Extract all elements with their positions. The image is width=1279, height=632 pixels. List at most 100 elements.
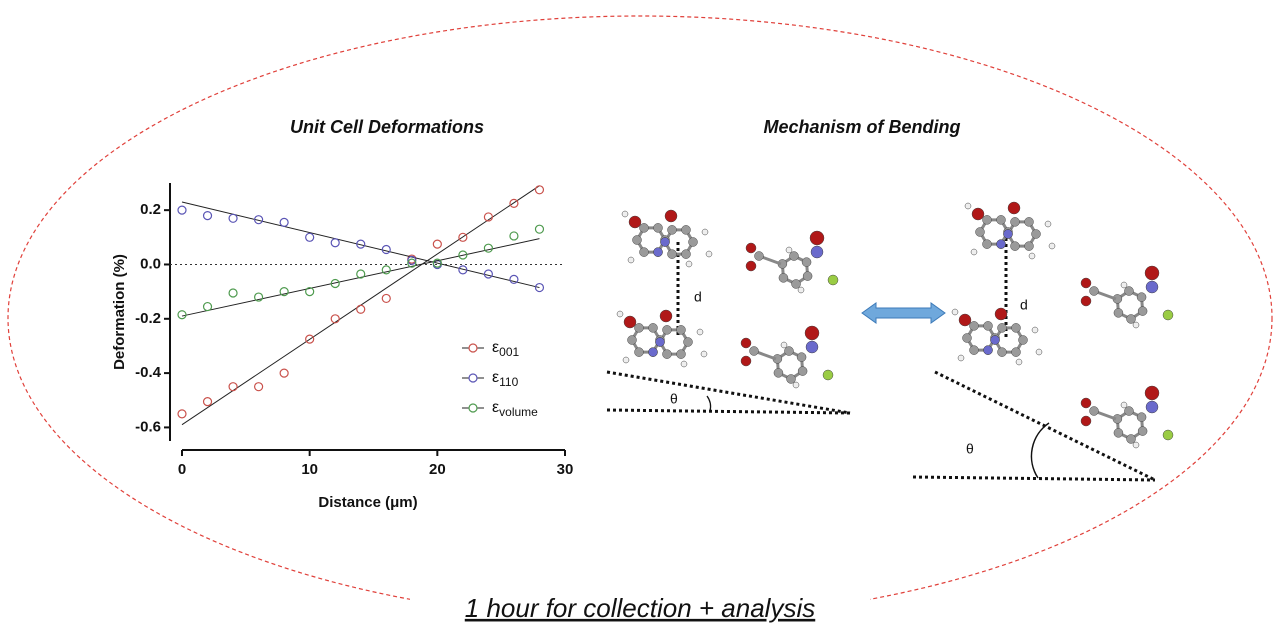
atom (1114, 428, 1123, 437)
atom (983, 240, 992, 249)
atom (640, 248, 649, 257)
legend-label: εvolume (492, 399, 538, 419)
atom (786, 247, 792, 253)
y-tick-label: -0.6 (135, 418, 161, 435)
atom (952, 309, 958, 315)
data-point (204, 303, 212, 311)
atom (1114, 308, 1123, 317)
atom (1032, 230, 1041, 239)
atom (706, 251, 712, 257)
atom (741, 338, 751, 348)
atom (1127, 314, 1136, 323)
atom (1012, 323, 1021, 332)
atom (649, 348, 658, 357)
atom (779, 273, 788, 282)
atom (823, 370, 833, 380)
figure: 1 hour for collection + analysis Unit Ce… (0, 0, 1279, 632)
atom (617, 311, 623, 317)
atom (1004, 230, 1013, 239)
data-point (204, 398, 212, 406)
atom (1163, 310, 1173, 320)
atom (803, 272, 812, 281)
atom (750, 347, 759, 356)
atom (1127, 434, 1136, 443)
atom (1025, 217, 1034, 226)
atom (1137, 293, 1146, 302)
atom (1011, 242, 1020, 251)
atom (970, 346, 979, 355)
x-tick-label: 30 (557, 461, 574, 478)
atom (640, 223, 649, 232)
atom (984, 346, 993, 355)
chart-title: Unit Cell Deformations (290, 117, 484, 137)
y-tick-label: 0.2 (140, 201, 161, 218)
y-axis-label: Deformation (%) (111, 254, 128, 370)
distance-label: d (694, 289, 702, 305)
atom (798, 367, 807, 376)
atom (1045, 221, 1051, 227)
atom (805, 326, 819, 340)
atom (1145, 266, 1159, 280)
atom (1090, 287, 1099, 296)
atom (1008, 202, 1020, 214)
atom (677, 325, 686, 334)
atom (1090, 407, 1099, 416)
caption: 1 hour for collection + analysis (465, 593, 815, 623)
atom (810, 231, 824, 245)
atom (1138, 427, 1147, 436)
atom (963, 334, 972, 343)
atom (654, 248, 663, 257)
angle-label: θ (966, 441, 974, 457)
atom (668, 250, 677, 259)
y-tick-label: 0.0 (140, 255, 161, 272)
atom (1081, 296, 1091, 306)
data-point (178, 410, 186, 418)
diagram-title: Mechanism of Bending (763, 117, 960, 137)
atom (681, 361, 687, 367)
atom (811, 246, 823, 258)
data-point (484, 244, 492, 252)
atom (1081, 416, 1091, 426)
atom (746, 243, 756, 253)
atom (660, 310, 672, 322)
data-point (357, 270, 365, 278)
atom (1029, 253, 1035, 259)
angle-label: θ (670, 391, 678, 407)
atom (976, 228, 985, 237)
atom (741, 356, 751, 366)
atom (971, 249, 977, 255)
y-tick-label: -0.2 (135, 310, 161, 327)
atom (781, 342, 787, 348)
data-point (433, 240, 441, 248)
legend-marker (469, 374, 477, 382)
atom (792, 279, 801, 288)
atom (828, 275, 838, 285)
atom (633, 236, 642, 245)
atom (668, 225, 677, 234)
atom (984, 321, 993, 330)
atom (1032, 327, 1038, 333)
atom (682, 250, 691, 259)
atom (623, 357, 629, 363)
atom (1019, 336, 1028, 345)
data-point (229, 289, 237, 297)
atom (991, 336, 1000, 345)
legend-label: ε110 (492, 369, 519, 389)
atom (635, 323, 644, 332)
atom (997, 215, 1006, 224)
atom (649, 323, 658, 332)
angle-arc (707, 396, 711, 411)
atom (677, 350, 686, 359)
data-point (178, 311, 186, 319)
atom (654, 223, 663, 232)
atom (1081, 398, 1091, 408)
data-point (510, 232, 518, 240)
atom (1036, 349, 1042, 355)
atom (755, 252, 764, 261)
atom (1133, 322, 1139, 328)
atom (1124, 407, 1133, 416)
atom (746, 261, 756, 271)
atom (1011, 217, 1020, 226)
data-point (535, 225, 543, 233)
atom (995, 308, 1007, 320)
